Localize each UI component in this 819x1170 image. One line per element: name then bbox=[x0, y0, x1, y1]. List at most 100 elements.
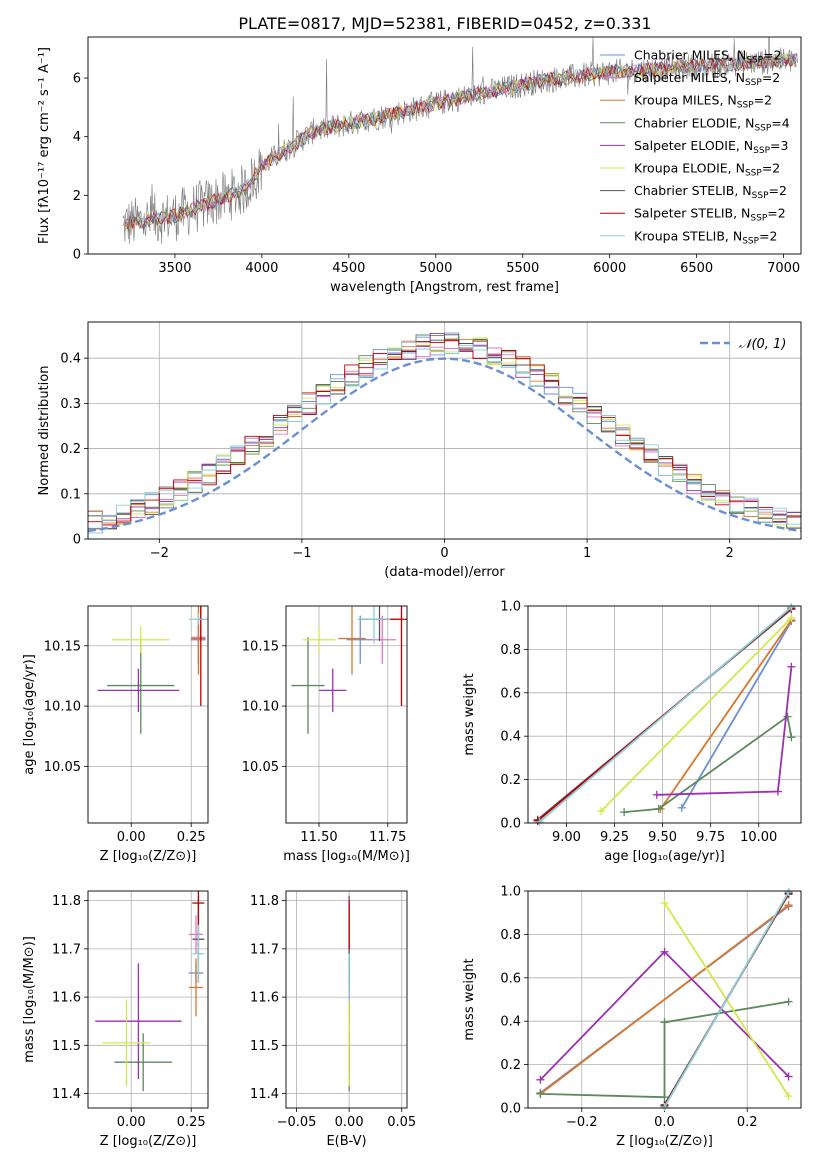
x-tick-label: 4500 bbox=[332, 261, 365, 276]
residual-step-line bbox=[88, 340, 801, 526]
x-tick-label: −0.2 bbox=[566, 1115, 598, 1130]
errorbar-point bbox=[357, 606, 391, 644]
y-tick-label: 10.05 bbox=[242, 760, 279, 775]
x-axis-label: Z [log₁₀(Z/Z⊙)] bbox=[616, 1134, 713, 1149]
reference-legend-label: 𝒩(0, 1) bbox=[739, 337, 786, 352]
errorbar-point bbox=[95, 963, 182, 1080]
series-line bbox=[681, 620, 793, 809]
y-tick-label: 11.4 bbox=[250, 1087, 279, 1102]
x-tick-label: 11.75 bbox=[369, 830, 406, 845]
series-marker bbox=[660, 898, 669, 907]
series-marker bbox=[536, 1089, 545, 1098]
legend-label: Kroupa MILES, NSSP=2 bbox=[634, 93, 772, 111]
series-line bbox=[600, 617, 793, 812]
x-tick-label: 0.0 bbox=[654, 1115, 675, 1130]
errorbar-point bbox=[188, 613, 208, 626]
legend-label: Kroupa ELODIE, NSSP=2 bbox=[634, 161, 780, 179]
x-axis-label: mass [log₁₀(M/M⊙)] bbox=[283, 849, 410, 864]
y-tick-label: 0.6 bbox=[500, 971, 521, 986]
y-tick-label: 11.5 bbox=[250, 1039, 279, 1054]
series-marker bbox=[660, 1093, 669, 1102]
x-tick-label: 9.25 bbox=[600, 830, 629, 845]
y-tick-label: 11.8 bbox=[250, 894, 279, 909]
errorbar-point bbox=[302, 626, 336, 654]
y-tick-label: 10.15 bbox=[242, 639, 279, 654]
y-axis-label: age [log₁₀(age/yr)] bbox=[22, 654, 37, 775]
x-tick-label: −1 bbox=[292, 546, 311, 561]
y-tick-label: 11.6 bbox=[250, 991, 279, 1006]
plot-frame bbox=[87, 321, 802, 540]
x-tick-label: 0.2 bbox=[737, 1115, 758, 1130]
series-marker bbox=[597, 807, 606, 816]
series-marker bbox=[677, 803, 686, 812]
mass-weight-vs-age-panel: 9.00 9.25 9.50 9.75 10.00 0.0 0.2 0.4 0.6 0.8 1.0 a… bbox=[462, 600, 802, 864]
plot-frame bbox=[87, 36, 802, 255]
y-tick-label: 0.0 bbox=[500, 817, 521, 832]
series-marker bbox=[620, 808, 629, 817]
errorbar-point bbox=[338, 606, 366, 675]
x-tick-label: 11.50 bbox=[300, 830, 337, 845]
plot-frame bbox=[285, 890, 408, 1109]
series-marker bbox=[783, 712, 792, 721]
x-axis-label: age [log₁₀(age/yr)] bbox=[604, 849, 725, 864]
y-axis-label: mass [log₁₀(M/M⊙)] bbox=[22, 936, 37, 1063]
x-axis-label: E(B-V) bbox=[326, 1134, 366, 1149]
y-tick-label: 0.4 bbox=[500, 730, 521, 745]
errorbar-point bbox=[192, 924, 205, 983]
x-tick-label: 7000 bbox=[767, 261, 800, 276]
series-line bbox=[663, 891, 790, 1108]
x-tick-label: 1 bbox=[583, 546, 591, 561]
y-tick-label: 6 bbox=[73, 72, 81, 87]
y-axis-label: mass weight bbox=[462, 958, 477, 1040]
age-vs-mass-panel: 11.50 11.75 10.05 10.10 10.15 mass [log₁₀(M/M… bbox=[242, 605, 410, 864]
x-axis-label: wavelength [Angstrom, rest frame] bbox=[330, 280, 559, 295]
plot-frame bbox=[87, 890, 209, 1109]
y-tick-label: 0.2 bbox=[500, 1058, 521, 1073]
x-tick-label: 2 bbox=[726, 546, 734, 561]
y-tick-label: 0.4 bbox=[500, 1015, 521, 1030]
plot-frame bbox=[527, 605, 802, 824]
y-tick-label: 0.8 bbox=[500, 643, 521, 658]
y-tick-label: 0.4 bbox=[60, 352, 81, 367]
series-marker bbox=[654, 804, 663, 813]
mass-weight-series bbox=[536, 888, 793, 1111]
plot-frame bbox=[285, 605, 408, 824]
errorbar-points bbox=[97, 606, 208, 734]
y-tick-label: 11.7 bbox=[52, 942, 81, 957]
series-line bbox=[659, 619, 793, 810]
y-tick-label: 10.10 bbox=[44, 700, 81, 715]
series-marker bbox=[787, 662, 796, 671]
series-marker bbox=[784, 997, 793, 1006]
x-tick-label: 0.00 bbox=[117, 830, 146, 845]
histogram-panel: −2 −1 0 1 2 0 0.1 0.2 0.3 0.4 (data-model)/error No… bbox=[37, 321, 802, 580]
legend-label: Chabrier MILES, NSSP=2 bbox=[634, 48, 782, 66]
y-tick-label: 0.8 bbox=[500, 928, 521, 943]
series-marker bbox=[660, 1018, 669, 1027]
x-tick-label: 0.05 bbox=[387, 1115, 416, 1130]
series-marker bbox=[784, 1072, 793, 1081]
residual-step-line bbox=[88, 341, 801, 534]
errorbar-point bbox=[112, 626, 170, 654]
x-tick-label: 10.00 bbox=[740, 830, 777, 845]
legend-label: Salpeter MILES, NSSP=2 bbox=[634, 70, 780, 88]
mass-weight-series bbox=[533, 603, 796, 826]
series-marker bbox=[787, 613, 796, 622]
model-spectrum bbox=[126, 55, 797, 232]
y-tick-label: 0 bbox=[73, 248, 81, 263]
series-marker bbox=[660, 1102, 669, 1111]
series-marker bbox=[784, 1092, 793, 1101]
x-tick-label: 5000 bbox=[419, 261, 452, 276]
series-line bbox=[538, 606, 792, 823]
y-tick-label: 0.2 bbox=[500, 773, 521, 788]
y-tick-label: 2 bbox=[73, 189, 81, 204]
series-marker bbox=[784, 888, 793, 897]
y-tick-label: 4 bbox=[73, 130, 81, 145]
y-tick-label: 1.0 bbox=[500, 600, 521, 615]
errorbar-point bbox=[97, 668, 180, 713]
series-marker bbox=[773, 787, 782, 796]
errorbar-point bbox=[188, 915, 204, 954]
x-tick-label: 4000 bbox=[245, 261, 278, 276]
x-tick-label: 3500 bbox=[158, 261, 191, 276]
spectrum-traces bbox=[122, 37, 798, 245]
series-line bbox=[540, 1000, 789, 1099]
